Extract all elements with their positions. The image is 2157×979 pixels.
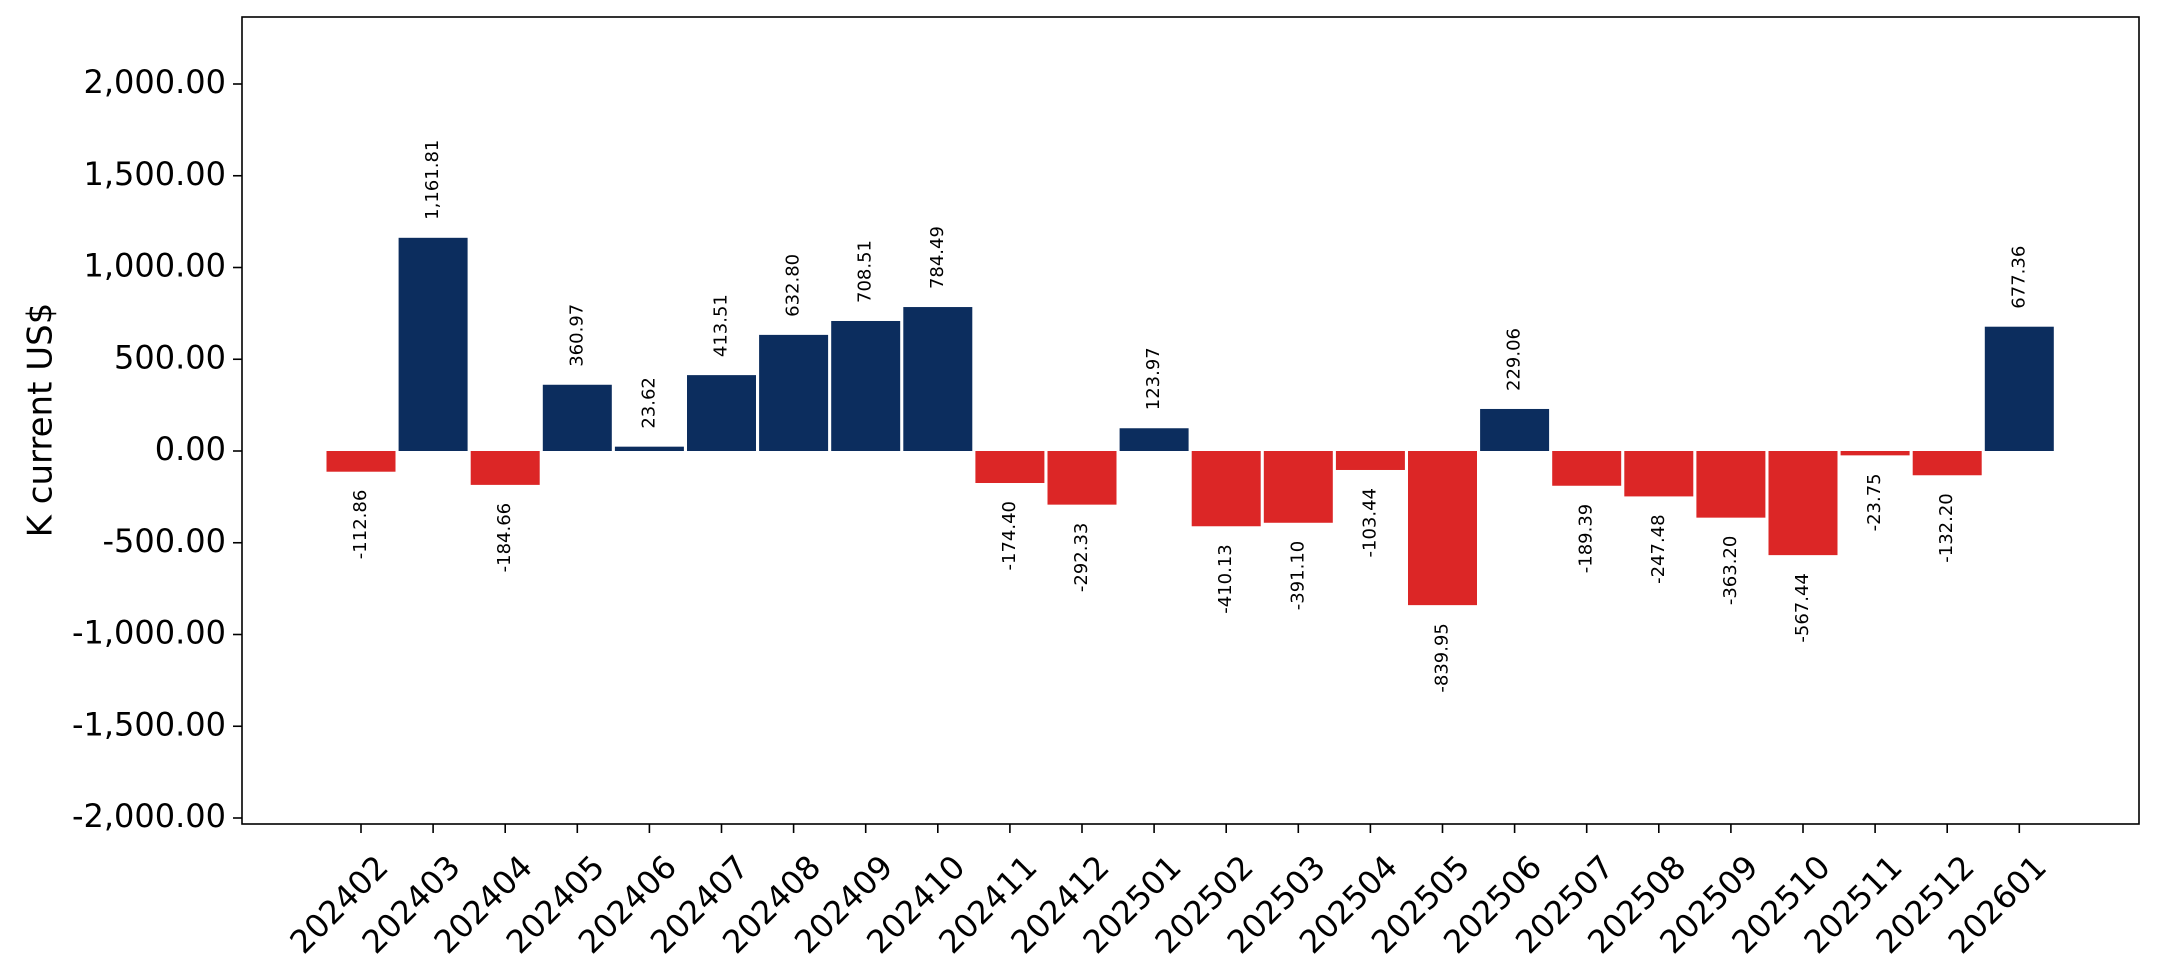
bar-202402 bbox=[326, 451, 396, 472]
data-label: -292.33 bbox=[1071, 523, 1092, 592]
data-label: 413.51 bbox=[711, 294, 732, 357]
bar-202411 bbox=[975, 451, 1045, 484]
data-label: 677.36 bbox=[2008, 246, 2029, 309]
bar-202407 bbox=[687, 375, 756, 451]
y-tick-label: -1,000.00 bbox=[72, 614, 226, 652]
data-label: -410.13 bbox=[1215, 544, 1236, 613]
data-label: 123.97 bbox=[1143, 347, 1164, 410]
data-label: -184.66 bbox=[494, 503, 515, 572]
data-label: 23.62 bbox=[638, 377, 659, 429]
data-label: 1,161.81 bbox=[422, 140, 443, 220]
data-label: 632.80 bbox=[783, 254, 804, 317]
bar-202408 bbox=[759, 334, 829, 451]
bar-202506 bbox=[1480, 408, 1550, 451]
bar-202508 bbox=[1624, 451, 1694, 497]
y-tick-label: 0.00 bbox=[155, 430, 226, 468]
y-tick-label: 1,000.00 bbox=[84, 247, 227, 285]
plot-frame bbox=[241, 16, 2140, 825]
y-tick-label: -2,000.00 bbox=[72, 797, 226, 835]
bar-202504 bbox=[1335, 451, 1405, 470]
bar-202507 bbox=[1552, 451, 1622, 486]
bar-202505 bbox=[1408, 451, 1477, 606]
value-labels: -112.86 1,161.81 -184.66 360.97 23.62 413.51 6… bbox=[350, 140, 2029, 693]
bar-202412 bbox=[1047, 451, 1117, 505]
bar-202410 bbox=[903, 307, 973, 451]
bar-202404 bbox=[470, 451, 540, 485]
data-label: -839.95 bbox=[1432, 623, 1453, 692]
data-label: 360.97 bbox=[566, 304, 587, 367]
data-label: -363.20 bbox=[1720, 536, 1741, 605]
data-label: 784.49 bbox=[927, 226, 948, 289]
data-label: -103.44 bbox=[1359, 488, 1380, 557]
data-label: -567.44 bbox=[1792, 573, 1813, 642]
data-label: 229.06 bbox=[1504, 328, 1525, 391]
y-tick-label: 500.00 bbox=[114, 338, 226, 376]
bars bbox=[326, 237, 2054, 606]
bar-202405 bbox=[542, 384, 612, 451]
y-tick-label: -1,500.00 bbox=[72, 705, 226, 743]
bar-202403 bbox=[398, 237, 468, 451]
bar-202512 bbox=[1912, 451, 1982, 476]
bar-202409 bbox=[831, 320, 901, 451]
bar-202503 bbox=[1263, 451, 1333, 523]
data-label: -132.20 bbox=[1936, 493, 1957, 562]
y-tick-label: 1,500.00 bbox=[84, 155, 227, 193]
data-label: -247.48 bbox=[1648, 514, 1669, 583]
y-axis-label: K current US$ bbox=[21, 303, 61, 538]
bar-202502 bbox=[1191, 451, 1261, 527]
bar-202406 bbox=[614, 446, 684, 451]
data-label: -112.86 bbox=[350, 490, 371, 559]
data-label: -23.75 bbox=[1864, 473, 1885, 531]
bar-202509 bbox=[1696, 451, 1766, 518]
y-tick-label: 2,000.00 bbox=[84, 63, 227, 101]
data-label: -174.40 bbox=[999, 501, 1020, 570]
x-axis: 2024022024032024042024052024062024072024… bbox=[282, 824, 2054, 961]
bar-202601 bbox=[1984, 326, 2054, 451]
y-tick-label: -500.00 bbox=[102, 522, 226, 560]
bar-202511 bbox=[1840, 451, 1910, 456]
y-axis: 2,000.00 1,500.00 1,000.00 500.00 0.00 -500.0… bbox=[72, 63, 242, 835]
data-label: -391.10 bbox=[1287, 541, 1308, 610]
data-label: -189.39 bbox=[1576, 504, 1597, 573]
data-label: 708.51 bbox=[855, 240, 876, 303]
bar-202501 bbox=[1119, 428, 1189, 451]
bar-202510 bbox=[1768, 451, 1838, 556]
